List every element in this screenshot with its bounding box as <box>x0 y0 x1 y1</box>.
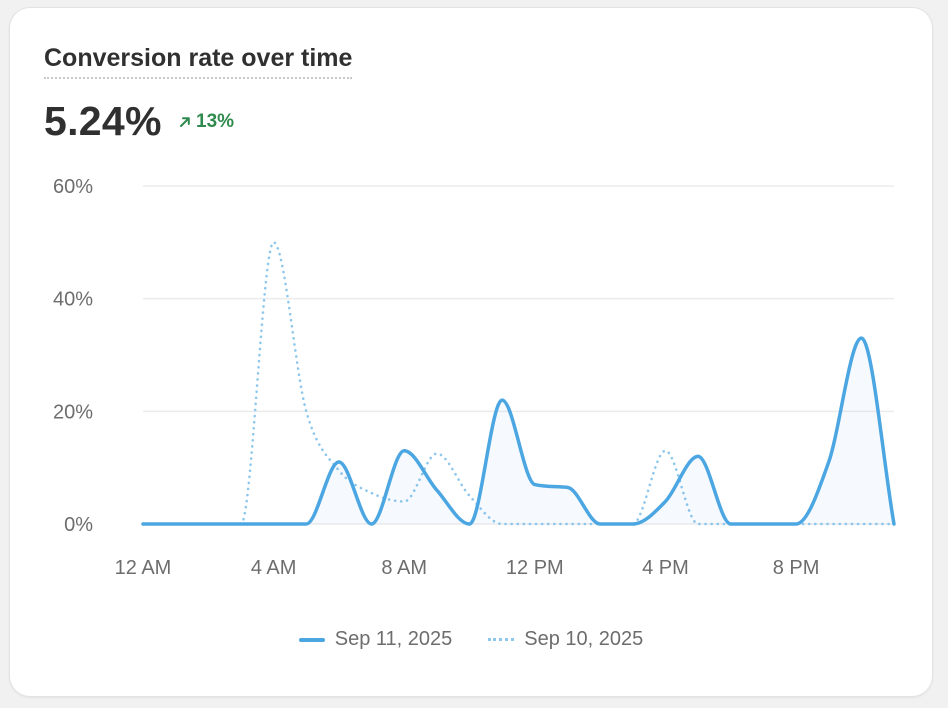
chart-title[interactable]: Conversion rate over time <box>44 44 353 79</box>
chart-legend: Sep 11, 2025 Sep 10, 2025 <box>10 628 932 651</box>
chart-card: Conversion rate over time 5.24% 13% 0% 20… <box>10 8 932 696</box>
y-axis-labels: 0% 20% 40% 60% <box>53 176 93 536</box>
x-tick-label: 4 AM <box>251 557 297 579</box>
y-tick-label: 40% <box>53 289 93 311</box>
series-line-previous[interactable] <box>141 241 896 526</box>
arrow-up-right-icon <box>180 117 190 127</box>
y-tick-label: 20% <box>53 401 93 423</box>
x-tick-label: 12 AM <box>115 557 172 579</box>
x-tick-label: 12 PM <box>506 557 564 579</box>
x-tick-label: 8 AM <box>381 557 427 579</box>
y-tick-label: 0% <box>64 514 93 536</box>
series-line-current[interactable] <box>141 336 896 526</box>
delta-badge: 13% <box>178 111 234 133</box>
dotted-line-swatch-icon <box>488 638 515 641</box>
line-chart: 0% 20% 40% 60% 12 AM 4 AM 8 AM 12 PM 4 PM 8 PM <box>53 176 896 579</box>
legend-label-current: Sep 11, 2025 <box>334 628 453 650</box>
x-tick-label: 8 PM <box>773 557 820 579</box>
metric-value: 5.24% <box>44 98 162 144</box>
solid-line-swatch-icon <box>298 637 325 642</box>
y-tick-label: 60% <box>53 176 93 198</box>
legend-label-previous: Sep 10, 2025 <box>524 628 644 650</box>
series-lines <box>141 241 896 526</box>
x-axis-labels: 12 AM 4 AM 8 AM 12 PM 4 PM 8 PM <box>115 557 820 579</box>
delta-value: 13% <box>196 111 235 132</box>
x-tick-label: 4 PM <box>642 557 689 579</box>
legend-item-previous[interactable]: Sep 10, 2025 <box>488 628 643 651</box>
series-area-current <box>143 338 894 524</box>
legend-item-current[interactable]: Sep 11, 2025 <box>298 628 453 651</box>
